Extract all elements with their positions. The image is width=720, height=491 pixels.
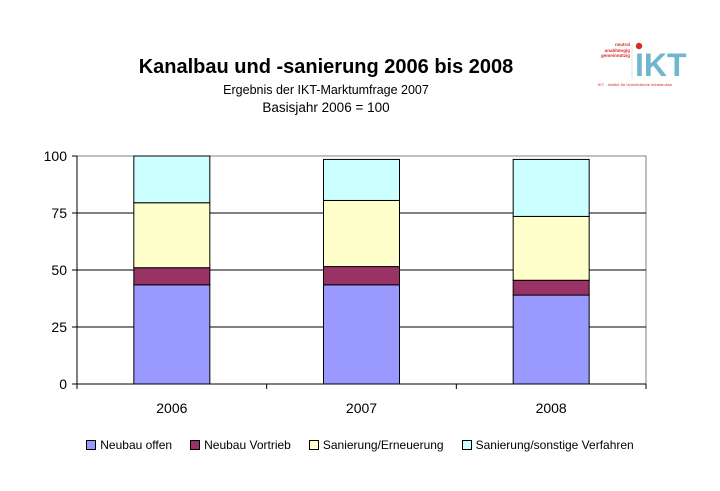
ikt-logo: neutral unabhängig gemeinnützig IKT IKT … xyxy=(596,40,688,94)
y-tick-label: 0 xyxy=(59,376,67,392)
legend-label: Sanierung/sonstige Verfahren xyxy=(475,438,634,452)
bar-segment-1-2006 xyxy=(133,284,211,385)
legend-item: Neubau Vortrieb xyxy=(190,438,291,452)
legend-swatch xyxy=(86,440,97,450)
bars xyxy=(133,155,590,385)
y-tick-label: 50 xyxy=(51,262,67,278)
bar-segment-2-2008 xyxy=(512,279,590,296)
legend-label: Sanierung/Erneuerung xyxy=(322,438,444,452)
x-tick-label: 2008 xyxy=(536,400,567,416)
y-tick-label: 25 xyxy=(51,319,67,335)
logo-mark: IKT xyxy=(631,42,687,83)
stacked-bar-chart: 0 25 50 75 100 2006 2007 2008 xyxy=(44,148,647,416)
x-tick-label: 2007 xyxy=(346,400,377,416)
logo-caption: IKT - Institut für Unterirdische Infrast… xyxy=(598,82,673,87)
axes: 0 25 50 75 100 2006 2007 2008 xyxy=(44,148,647,416)
bar-segment-2-2007 xyxy=(323,266,400,286)
y-tick-label: 100 xyxy=(44,148,68,164)
legend-label: Neubau offen xyxy=(100,438,173,452)
legend-item: Neubau offen xyxy=(86,438,172,452)
bar-segment-3-2006 xyxy=(133,202,211,269)
y-tick-label: 75 xyxy=(51,205,67,221)
legend-swatch xyxy=(461,440,472,450)
bar-segment-3-2008 xyxy=(512,215,590,281)
legend: Neubau offen Neubau Vortrieb Sanierung/Ern… xyxy=(0,438,720,452)
bar-segment-4-2007 xyxy=(323,158,400,201)
logo-tagline: neutral unabhängig gemeinnützig xyxy=(601,42,630,58)
x-tick-label: 2006 xyxy=(156,400,187,416)
bar-segment-3-2007 xyxy=(323,199,400,268)
legend-label: Neubau Vortrieb xyxy=(204,438,291,452)
chart-title: Kanalbau und -sanierung 2006 bis 2008 xyxy=(138,56,514,78)
legend-swatch xyxy=(308,440,319,450)
bar-segment-4-2008 xyxy=(512,158,590,217)
bar-segment-4-2006 xyxy=(133,155,211,204)
chart-subtitle: Ergebnis der IKT-Marktumfrage 2007 xyxy=(223,83,429,97)
legend-item: Sanierung/sonstige Verfahren xyxy=(461,438,634,452)
logo-brand: IKT xyxy=(635,47,687,83)
chart-subtitle-base-year: Basisjahr 2006 = 100 xyxy=(262,100,390,115)
legend-item: Sanierung/Erneuerung xyxy=(308,438,444,452)
bar-segment-2-2006 xyxy=(133,267,211,286)
legend-swatch xyxy=(190,440,201,450)
bar-segment-1-2008 xyxy=(512,294,590,385)
bar-segment-1-2007 xyxy=(323,284,400,385)
